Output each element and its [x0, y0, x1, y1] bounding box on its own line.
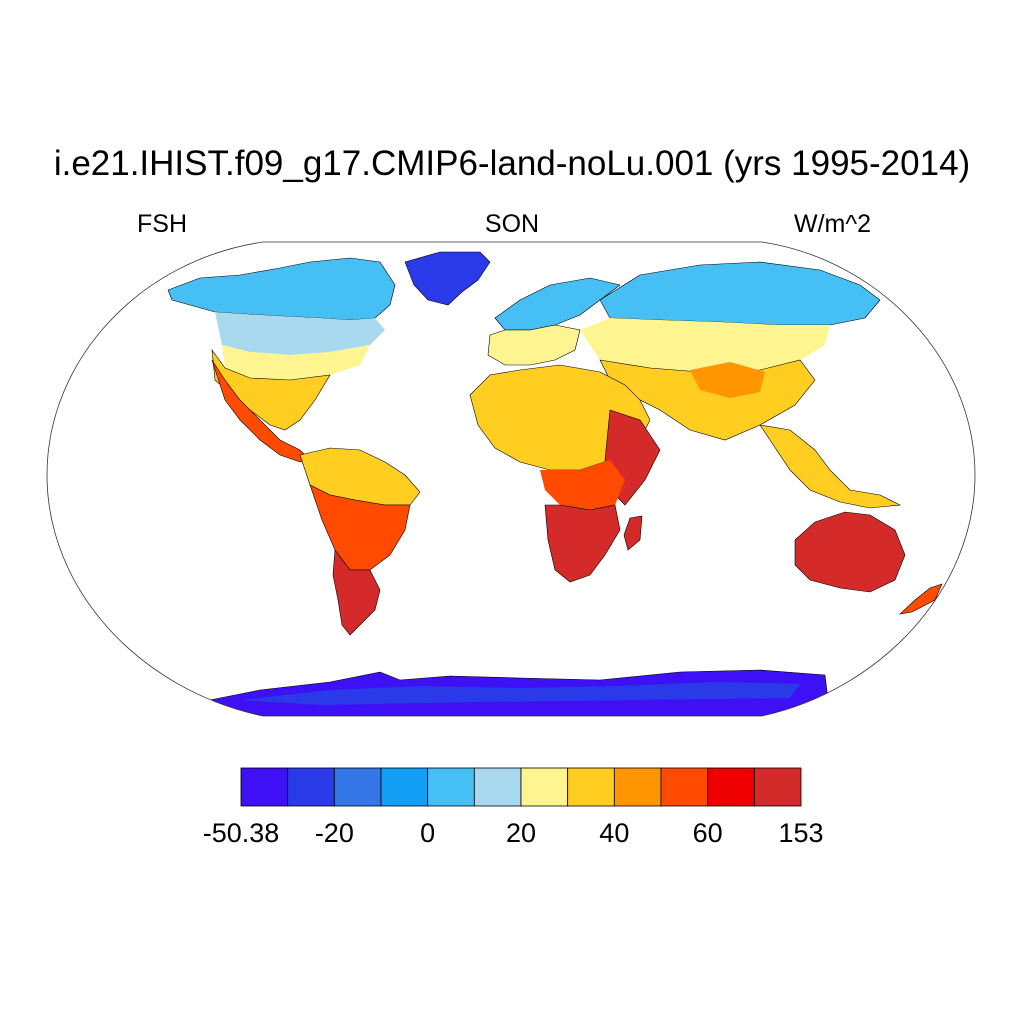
madagascar-region — [623, 515, 643, 551]
colorbar-label-1: -20 — [315, 818, 354, 848]
southeast-asia — [759, 424, 902, 509]
colorbar-box-4 — [427, 767, 475, 807]
greenland-region — [404, 251, 491, 306]
africa-central — [540, 460, 625, 510]
colorbar-box-9 — [660, 767, 709, 807]
australia-region — [794, 511, 906, 593]
colorbar-label-3: 20 — [506, 818, 536, 848]
north-america-temperate — [222, 345, 370, 380]
north-america-arctic — [167, 257, 396, 321]
tibet-region — [690, 362, 765, 398]
colorbar-label-2: 0 — [420, 818, 435, 848]
colorbar-box-5 — [473, 767, 522, 807]
variable-label: FSH — [137, 210, 187, 238]
north-america-mid — [215, 312, 385, 355]
units-label: W/m^2 — [794, 210, 872, 238]
asia-mid — [580, 318, 830, 372]
antarctica-coast — [240, 682, 800, 705]
new-zealand-region — [899, 583, 943, 615]
colorbar-label-4: 40 — [599, 818, 629, 848]
colorbar-box-8 — [613, 767, 662, 807]
plot-title: i.e21.IHIST.f09_g17.CMIP6-land-noLu.001 … — [53, 144, 971, 183]
season-label: SON — [484, 210, 540, 238]
colorbar-label-5: 60 — [693, 818, 723, 848]
south-america-mid — [309, 484, 411, 571]
colorbar-box-1 — [287, 767, 335, 807]
colorbar-box-6 — [520, 767, 569, 807]
africa-south — [544, 504, 621, 583]
south-america-south — [332, 549, 381, 636]
colorbar-label-0: -50.38 — [203, 818, 280, 848]
colorbar-box-2 — [333, 767, 382, 807]
colorbar-box-7 — [567, 767, 615, 807]
colorbar-box-11 — [753, 767, 802, 807]
colorbar-box-10 — [707, 767, 755, 807]
colorbar-box-0 — [240, 767, 289, 807]
europe-south — [487, 324, 581, 366]
colorbar-box-3 — [380, 767, 429, 807]
map-boundary — [46, 241, 976, 717]
colorbar-label-6: 153 — [778, 818, 823, 848]
